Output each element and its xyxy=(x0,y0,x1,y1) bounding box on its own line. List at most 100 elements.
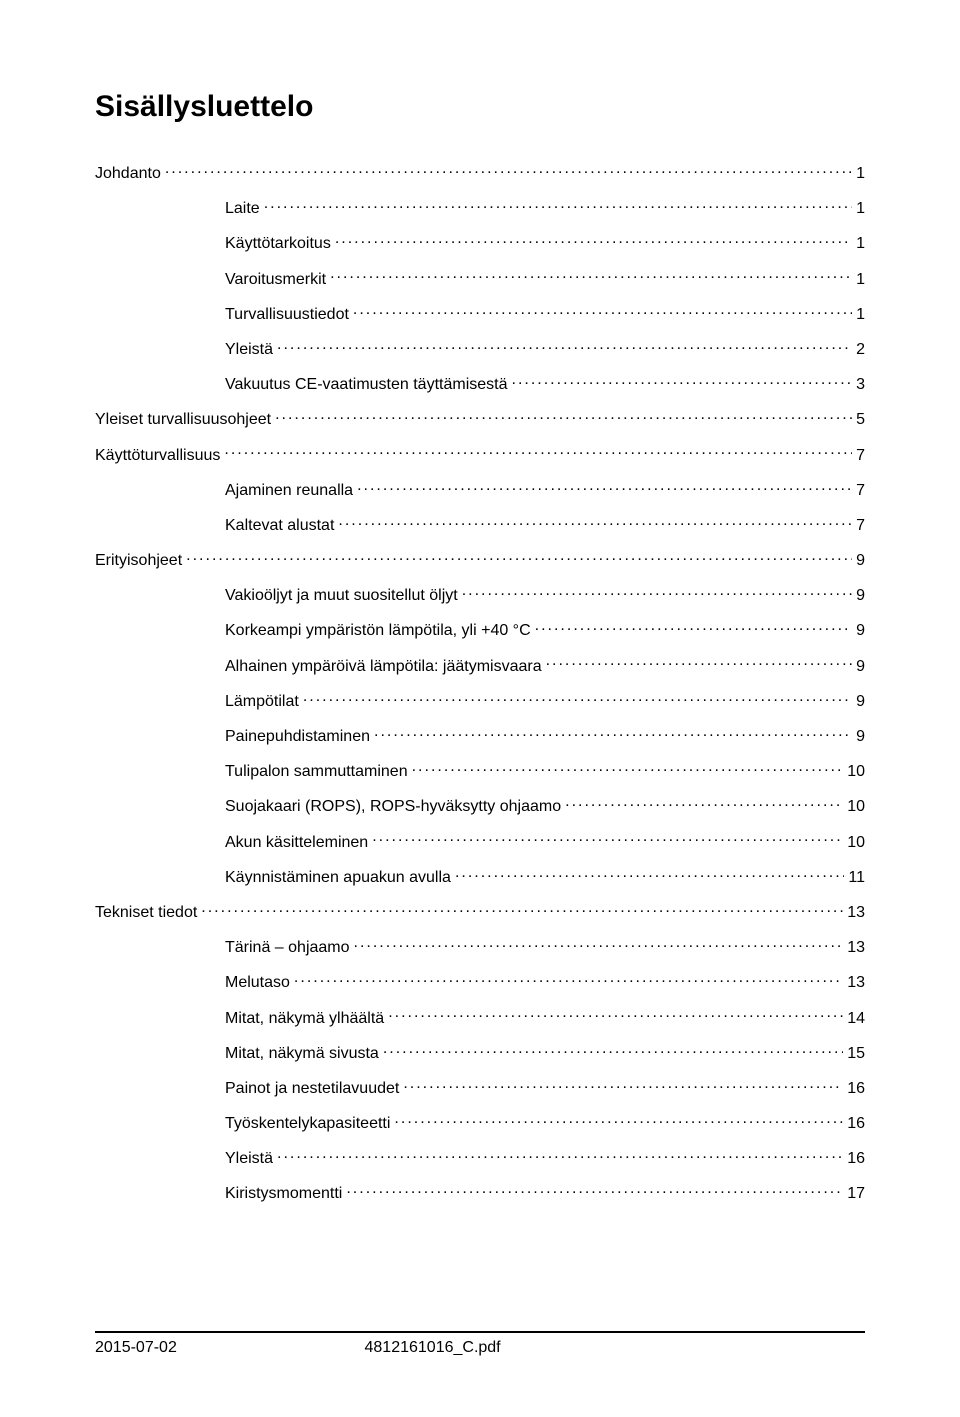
toc-entry-label: Akun käsitteleminen xyxy=(225,833,368,852)
toc-entry-label: Käyttötarkoitus xyxy=(225,234,331,253)
toc-entry-label: Varoitusmerkit xyxy=(225,270,326,289)
toc-entry-page: 10 xyxy=(847,762,865,781)
toc-entry-label: Tulipalon sammuttaminen xyxy=(225,762,408,781)
toc-entry: Turvallisuustiedot 1 xyxy=(95,303,865,324)
toc-entry-label: Vakuutus CE-vaatimusten täyttämisestä xyxy=(225,375,508,394)
toc-entry-label: Turvallisuustiedot xyxy=(225,305,349,324)
toc-entry-label: Tekniset tiedot xyxy=(95,903,197,922)
toc-leader-dots xyxy=(277,338,852,354)
toc-entry: Erityisohjeet 9 xyxy=(95,549,865,570)
toc-leader-dots xyxy=(330,268,852,284)
toc-entry-page: 9 xyxy=(856,621,865,640)
page-footer: 2015-07-02 4812161016_C.pdf xyxy=(0,1331,960,1357)
toc-entry-page: 1 xyxy=(856,234,865,253)
toc-entry: Lämpötilat 9 xyxy=(95,690,865,711)
toc-entry: Mitat, näkymä sivusta 15 xyxy=(95,1042,865,1063)
toc-entry: Käyttöturvallisuus 7 xyxy=(95,444,865,465)
toc-entry: Käyttötarkoitus 1 xyxy=(95,232,865,253)
toc-entry-label: Alhainen ympäröivä lämpötila: jäätymisva… xyxy=(225,657,542,676)
toc-leader-dots xyxy=(512,373,853,389)
toc-entry-page: 5 xyxy=(856,410,865,429)
toc-entry-label: Kiristysmomentti xyxy=(225,1184,342,1203)
toc-entry-label: Käynnistäminen apuakun avulla xyxy=(225,868,451,887)
toc-leader-dots xyxy=(338,514,852,530)
toc-leader-dots xyxy=(546,655,853,671)
toc-entry-page: 1 xyxy=(856,270,865,289)
toc-entry-page: 13 xyxy=(847,903,865,922)
toc-entry-page: 13 xyxy=(847,938,865,957)
toc-entry-label: Tärinä – ohjaamo xyxy=(225,938,350,957)
toc-entry-label: Melutaso xyxy=(225,973,290,992)
toc-entry: Varoitusmerkit 1 xyxy=(95,268,865,289)
toc-entry: Ajaminen reunalla 7 xyxy=(95,479,865,500)
toc-leader-dots xyxy=(565,795,843,811)
toc-entry: Vakuutus CE-vaatimusten täyttämisestä 3 xyxy=(95,373,865,394)
toc-entry: Painepuhdistaminen 9 xyxy=(95,725,865,746)
toc-entry: Johdanto 1 xyxy=(95,162,865,183)
toc-leader-dots xyxy=(354,936,844,952)
toc-entry-page: 16 xyxy=(847,1114,865,1133)
toc-entry: Tärinä – ohjaamo 13 xyxy=(95,936,865,957)
toc-entry-label: Yleistä xyxy=(225,340,273,359)
toc-leader-dots xyxy=(335,232,852,248)
footer-date: 2015-07-02 xyxy=(95,1339,365,1357)
toc-entry-page: 1 xyxy=(856,164,865,183)
toc-entry-label: Käyttöturvallisuus xyxy=(95,446,220,465)
toc-entry-page: 16 xyxy=(847,1149,865,1168)
toc-entry-label: Korkeampi ympäristön lämpötila, yli +40 … xyxy=(225,621,531,640)
toc-entry-page: 9 xyxy=(856,551,865,570)
toc-leader-dots xyxy=(372,831,843,847)
footer-rule xyxy=(95,1331,865,1333)
toc-leader-dots xyxy=(374,725,852,741)
toc-entry: Melutaso 13 xyxy=(95,971,865,992)
toc-entry-page: 1 xyxy=(856,199,865,218)
toc-leader-dots xyxy=(275,408,852,424)
footer-filename: 4812161016_C.pdf xyxy=(365,1339,750,1357)
toc-entry-label: Painot ja nestetilavuudet xyxy=(225,1079,399,1098)
toc-entry-page: 9 xyxy=(856,692,865,711)
toc-title: Sisällysluettelo xyxy=(95,90,865,124)
toc-leader-dots xyxy=(535,619,852,635)
toc-entry-label: Mitat, näkymä sivusta xyxy=(225,1044,379,1063)
toc-leader-dots xyxy=(353,303,852,319)
toc-leader-dots xyxy=(388,1007,843,1023)
toc-entry-page: 7 xyxy=(856,446,865,465)
toc-leader-dots xyxy=(394,1112,843,1128)
toc-entry-page: 3 xyxy=(856,375,865,394)
toc-leader-dots xyxy=(303,690,852,706)
toc-leader-dots xyxy=(412,760,844,776)
toc-entry: Kaltevat alustat 7 xyxy=(95,514,865,535)
toc-list: Johdanto 1Laite 1Käyttötarkoitus 1Varoit… xyxy=(95,162,865,1204)
toc-leader-dots xyxy=(346,1182,843,1198)
toc-entry: Käynnistäminen apuakun avulla 11 xyxy=(95,866,865,887)
toc-entry: Tekniset tiedot 13 xyxy=(95,901,865,922)
toc-entry-label: Mitat, näkymä ylhäältä xyxy=(225,1009,384,1028)
toc-leader-dots xyxy=(186,549,852,565)
toc-entry-page: 9 xyxy=(856,727,865,746)
toc-entry: Suojakaari (ROPS), ROPS-hyväksytty ohjaa… xyxy=(95,795,865,816)
toc-leader-dots xyxy=(403,1077,843,1093)
toc-entry: Painot ja nestetilavuudet 16 xyxy=(95,1077,865,1098)
toc-leader-dots xyxy=(165,162,852,178)
toc-entry-page: 14 xyxy=(847,1009,865,1028)
toc-entry-page: 2 xyxy=(856,340,865,359)
toc-entry-label: Suojakaari (ROPS), ROPS-hyväksytty ohjaa… xyxy=(225,797,561,816)
toc-entry: Laite 1 xyxy=(95,197,865,218)
toc-leader-dots xyxy=(201,901,843,917)
toc-leader-dots xyxy=(357,479,852,495)
toc-entry-label: Laite xyxy=(225,199,260,218)
toc-entry-page: 9 xyxy=(856,586,865,605)
toc-entry-label: Johdanto xyxy=(95,164,161,183)
toc-entry: Yleistä 16 xyxy=(95,1147,865,1168)
toc-leader-dots xyxy=(455,866,844,882)
toc-entry-page: 15 xyxy=(847,1044,865,1063)
toc-entry-page: 17 xyxy=(847,1184,865,1203)
toc-entry: Akun käsitteleminen 10 xyxy=(95,831,865,852)
toc-entry: Alhainen ympäröivä lämpötila: jäätymisva… xyxy=(95,655,865,676)
toc-leader-dots xyxy=(383,1042,843,1058)
toc-leader-dots xyxy=(294,971,843,987)
toc-entry-page: 1 xyxy=(856,305,865,324)
toc-entry: Mitat, näkymä ylhäältä 14 xyxy=(95,1007,865,1028)
toc-entry: Työskentelykapasiteetti 16 xyxy=(95,1112,865,1133)
toc-entry-page: 16 xyxy=(847,1079,865,1098)
